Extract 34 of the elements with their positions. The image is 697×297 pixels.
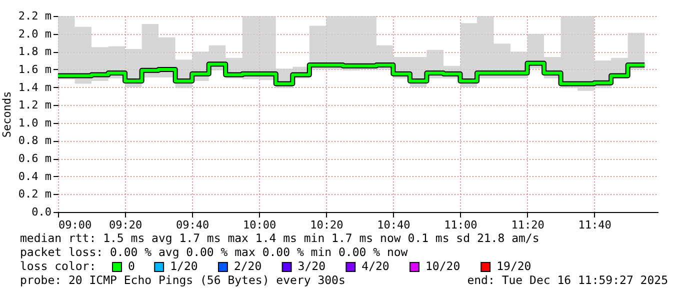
- legend-label: 19/20: [496, 259, 532, 273]
- y-tick-label: 0.8 m: [18, 134, 52, 148]
- legend-label: 3/20: [298, 259, 326, 273]
- y-tick-label: 2.2 m: [18, 10, 52, 22]
- x-tick-label: 11:20: [511, 218, 544, 232]
- text: probe: 20 ICMP Echo Pings (56 Bytes) every 300s: [20, 273, 346, 287]
- y-tick-label: 1.0 m: [18, 116, 52, 130]
- x-tick-label: 10:20: [310, 218, 344, 232]
- x-tick-label: 09:20: [108, 218, 142, 232]
- y-axis-title: Seconds: [0, 91, 14, 138]
- y-tick-label: 0.2 m: [18, 188, 52, 201]
- x-tick-label: 11:40: [578, 218, 612, 232]
- y-tick-label: 0.4 m: [18, 170, 52, 183]
- text: packet loss: 0.00 % avg 0.00 % max 0.00 % min 0.00 % now: [20, 245, 408, 259]
- y-tick-label: 1.2 m: [18, 98, 52, 112]
- legend-label: 0: [128, 259, 135, 273]
- y-tick-label: 0.0: [32, 206, 52, 218]
- x-tick-label: 09:40: [176, 218, 210, 232]
- x-tick-label: 11:00: [444, 218, 478, 232]
- legend-label: 1/20: [170, 259, 198, 273]
- legend-title: loss color:: [20, 259, 96, 273]
- y-tick-label: 1.8 m: [18, 45, 52, 58]
- legend-label: 4/20: [362, 259, 390, 273]
- text: end: Tue Dec 16 11:59:27 2025: [467, 273, 668, 287]
- y-tick-label: 1.4 m: [18, 80, 52, 94]
- x-tick-label: 10:40: [377, 218, 410, 232]
- legend-label: 2/20: [234, 259, 262, 273]
- x-tick-label: 09:00: [58, 218, 92, 232]
- y-tick-label: 2.0 m: [18, 27, 52, 40]
- y-tick-label: 1.6 m: [18, 62, 52, 76]
- y-tick-label: 0.6 m: [18, 152, 52, 166]
- x-tick-label: 10:00: [243, 218, 276, 232]
- legend-label: 10/20: [426, 259, 460, 273]
- text: median rtt: 1.5 ms avg 1.7 ms max 1.4 ms min 1.7 ms now 0.1 ms sd 21.8 am/s: [20, 231, 540, 245]
